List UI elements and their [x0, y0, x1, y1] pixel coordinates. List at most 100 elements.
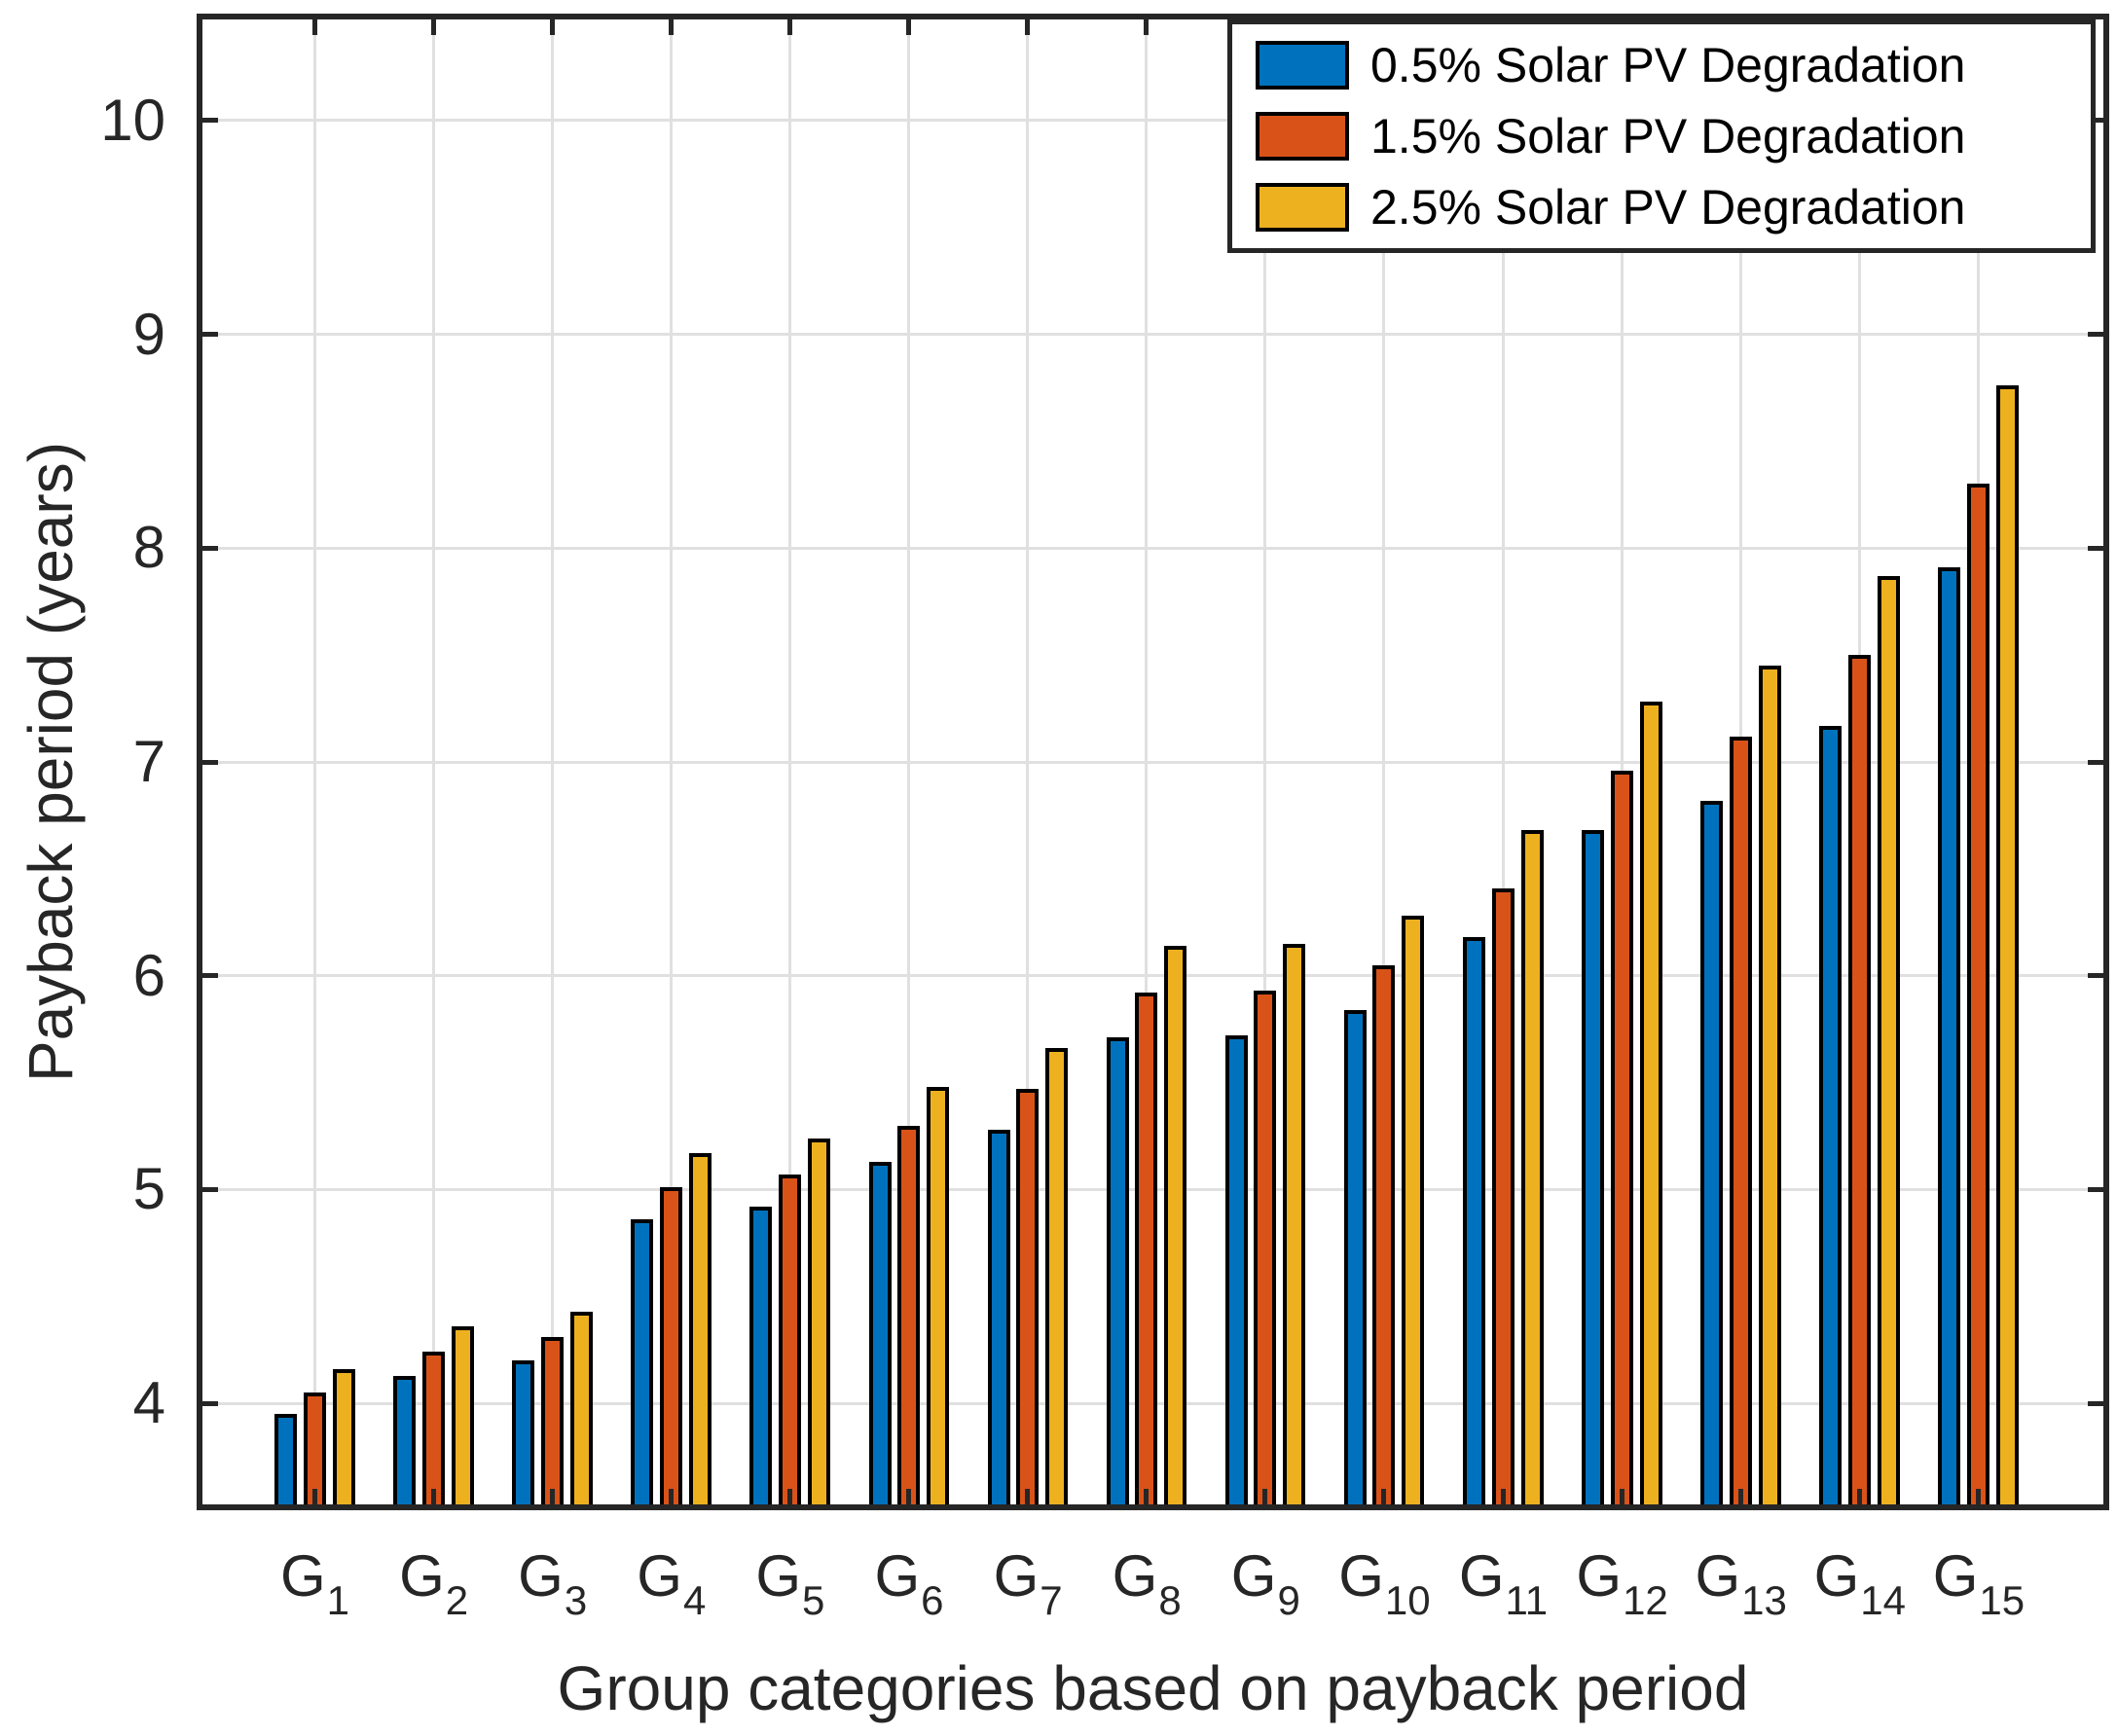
- x-tick-label: G8: [1112, 1543, 1182, 1623]
- h-gridline: [197, 333, 2109, 337]
- bar-1.5pct-g10: [1372, 964, 1396, 1510]
- plot-area: [197, 14, 2109, 1510]
- x-tick-top: [668, 14, 674, 35]
- legend-label: 0.5% Solar PV Degradation: [1370, 38, 1966, 92]
- x-tick-label: G9: [1230, 1543, 1300, 1623]
- bar-0.5pct-g13: [1700, 800, 1724, 1510]
- bar-2.5pct-g11: [1520, 830, 1544, 1510]
- bar-1.5pct-g15: [1966, 484, 1989, 1510]
- x-tick-bottom: [1381, 1489, 1387, 1510]
- v-gridline: [1263, 14, 1267, 1510]
- y-tick-left: [197, 973, 218, 979]
- v-gridline: [1145, 14, 1149, 1510]
- v-gridline: [1501, 14, 1505, 1510]
- x-tick-top: [1025, 14, 1031, 35]
- x-tick-bottom: [430, 1489, 436, 1510]
- h-gridline: [197, 760, 2109, 764]
- y-tick-left: [197, 1186, 218, 1192]
- bar-0.5pct-g5: [749, 1207, 773, 1510]
- y-tick-right: [2088, 118, 2109, 124]
- x-tick-label: G13: [1695, 1543, 1787, 1623]
- y-tick-right: [2088, 1400, 2109, 1406]
- v-gridline: [550, 14, 554, 1510]
- y-tick-left: [197, 759, 218, 765]
- bar-1.5pct-g11: [1491, 887, 1515, 1510]
- y-tick-right: [2088, 759, 2109, 765]
- bar-1.5pct-g13: [1729, 736, 1752, 1510]
- y-tick-right: [2088, 973, 2109, 979]
- x-tick-bottom: [786, 1489, 792, 1510]
- x-tick-label: G7: [993, 1543, 1063, 1623]
- v-gridline: [312, 14, 316, 1510]
- x-axis-title: Group categories based on payback period: [557, 1653, 1749, 1723]
- x-tick-top: [549, 14, 555, 35]
- bar-2.5pct-g6: [927, 1086, 949, 1510]
- bar-1.5pct-g12: [1610, 770, 1633, 1510]
- bar-2.5pct-g4: [688, 1153, 712, 1510]
- x-tick-bottom: [1737, 1489, 1743, 1510]
- y-tick-label: 4: [132, 1370, 165, 1436]
- bar-1.5pct-g14: [1847, 655, 1871, 1510]
- x-tick-bottom: [1144, 1489, 1150, 1510]
- x-tick-bottom: [1856, 1489, 1862, 1510]
- bar-0.5pct-g14: [1819, 725, 1843, 1510]
- x-tick-bottom: [906, 1489, 911, 1510]
- y-tick-label: 8: [132, 515, 165, 581]
- bar-0.5pct-g10: [1343, 1009, 1367, 1510]
- h-gridline: [197, 546, 2109, 550]
- v-gridline: [669, 14, 673, 1510]
- bar-0.5pct-g2: [393, 1375, 417, 1510]
- h-gridline: [197, 974, 2109, 978]
- legend-label: 1.5% Solar PV Degradation: [1370, 109, 1966, 163]
- x-tick-bottom: [668, 1489, 674, 1510]
- bar-2.5pct-g14: [1877, 575, 1900, 1510]
- y-tick-label: 6: [132, 942, 165, 1008]
- x-tick-top: [430, 14, 436, 35]
- y-tick-label: 10: [100, 87, 165, 153]
- bar-2.5pct-g8: [1164, 945, 1187, 1510]
- bar-2.5pct-g1: [332, 1369, 355, 1510]
- x-tick-label: G4: [637, 1543, 707, 1623]
- v-gridline: [431, 14, 435, 1510]
- y-tick-left: [197, 1400, 218, 1406]
- legend-row: 2.5% Solar PV Degradation: [1256, 181, 2091, 234]
- x-tick-bottom: [1619, 1489, 1624, 1510]
- x-tick-label: G15: [1932, 1543, 2026, 1623]
- bar-0.5pct-g12: [1582, 830, 1605, 1510]
- x-tick-label: G3: [518, 1543, 588, 1623]
- v-gridline: [787, 14, 791, 1510]
- x-tick-label: G11: [1458, 1543, 1549, 1623]
- legend-row: 1.5% Solar PV Degradation: [1256, 110, 2091, 163]
- bar-2.5pct-g2: [451, 1326, 474, 1510]
- y-tick-right: [2088, 545, 2109, 551]
- legend-row: 0.5% Solar PV Degradation: [1256, 39, 2091, 91]
- bar-0.5pct-g15: [1938, 567, 1961, 1510]
- bar-2.5pct-g9: [1283, 943, 1306, 1510]
- x-tick-top: [311, 14, 317, 35]
- bar-2.5pct-g3: [569, 1311, 593, 1510]
- bar-0.5pct-g7: [987, 1129, 1010, 1510]
- x-tick-label: G10: [1338, 1543, 1431, 1623]
- y-tick-left: [197, 545, 218, 551]
- legend-label: 2.5% Solar PV Degradation: [1370, 180, 1966, 235]
- bar-2.5pct-g15: [1995, 385, 2019, 1510]
- bar-0.5pct-g11: [1463, 937, 1485, 1510]
- x-tick-label: G6: [874, 1543, 944, 1623]
- x-tick-bottom: [1500, 1489, 1506, 1510]
- bar-1.5pct-g8: [1135, 993, 1158, 1510]
- y-tick-label: 7: [132, 729, 165, 794]
- bar-0.5pct-g1: [274, 1414, 297, 1510]
- y-tick-label: 9: [132, 301, 165, 367]
- y-tick-right: [2088, 332, 2109, 338]
- x-tick-label: G12: [1576, 1543, 1668, 1623]
- x-tick-label: G1: [279, 1543, 350, 1623]
- bar-2.5pct-g7: [1045, 1048, 1069, 1510]
- v-gridline: [1026, 14, 1030, 1510]
- x-tick-bottom: [549, 1489, 555, 1510]
- v-gridline: [1620, 14, 1624, 1510]
- x-tick-bottom: [1025, 1489, 1031, 1510]
- bar-2.5pct-g5: [807, 1138, 830, 1510]
- bar-0.5pct-g4: [631, 1219, 654, 1510]
- bar-1.5pct-g3: [540, 1337, 564, 1510]
